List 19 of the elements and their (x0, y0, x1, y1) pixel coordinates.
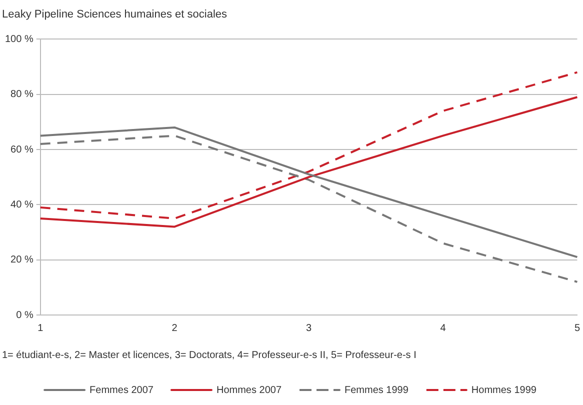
x-tick-label: 4 (440, 322, 446, 334)
x-tick-label: 1 (38, 322, 44, 334)
legend-label: Hommes 1999 (471, 384, 537, 396)
y-tick-label: 0 % (16, 310, 34, 321)
x-tick-label: 3 (306, 322, 312, 334)
text: 1= étudiant-e-s, 2= Master et licences, 3= Doctorats, 4= Professeur-e-s II, 5= Professeur-e-s I (2, 350, 416, 361)
x-tick-label: 2 (172, 322, 178, 334)
legend-label: Hommes 2007 (216, 384, 282, 396)
y-tick-label: 20 % (10, 254, 34, 266)
x-tick-label: 5 (574, 322, 580, 334)
y-tick-label: 40 % (10, 199, 34, 210)
legend-label: Femmes 2007 (90, 384, 154, 396)
y-tick-label: 100 % (4, 34, 34, 45)
y-tick-label: 80 % (10, 89, 34, 100)
chart-title: Leaky Pipeline Sciences humaines et sociales (2, 8, 228, 21)
legend-label: Femmes 1999 (344, 384, 409, 396)
line-series (39, 71, 578, 220)
y-tick-label: 60 % (10, 144, 34, 156)
line-series (39, 134, 578, 283)
